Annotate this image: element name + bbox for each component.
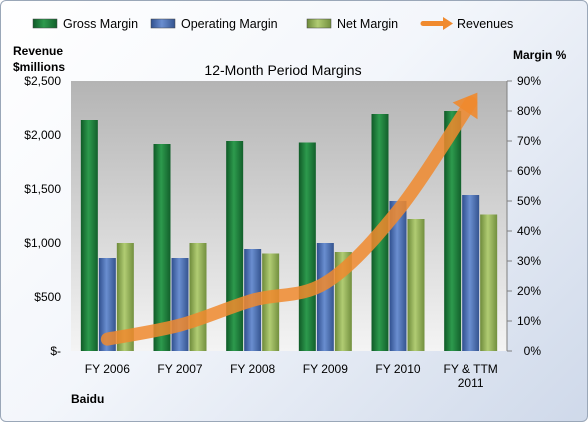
legend-swatch-net-margin	[306, 18, 332, 29]
plot-area	[71, 81, 507, 351]
revenue-arrow	[100, 92, 478, 346]
right-tick-label: 20%	[517, 284, 541, 298]
revenue-arrow-head	[452, 92, 478, 120]
bar-gross-margin	[226, 141, 244, 351]
right-tick-label: 0%	[524, 344, 542, 358]
category-label: FY & TTM	[444, 362, 498, 376]
bar-operating-margin	[98, 258, 116, 351]
category-label: FY 2009	[303, 362, 348, 376]
left-tick-label: $1,500	[24, 182, 61, 196]
left-axis-label-line2: $millions	[13, 60, 65, 74]
category-label: FY 2010	[375, 362, 420, 376]
bar-gross-margin	[298, 142, 316, 351]
legend: Gross Margin Operating Margin Net Margin Re…	[32, 17, 513, 31]
company-label: Baidu	[71, 392, 104, 406]
legend-swatch-revenues-head	[443, 17, 453, 30]
legend-label-gross-margin: Gross Margin	[63, 17, 138, 31]
category-label: FY 2006	[85, 362, 130, 376]
bar-net-margin	[407, 219, 425, 351]
right-tick-label: 50%	[517, 194, 541, 208]
bar-gross-margin	[444, 111, 462, 351]
category-label: FY 2007	[157, 362, 202, 376]
left-tick-label: $-	[50, 344, 61, 358]
right-tick-label: 80%	[517, 104, 541, 118]
right-tick-label: 30%	[517, 254, 541, 268]
chart-title: 12-Month Period Margins	[204, 62, 361, 78]
left-axis: $- $500 $1,000 $1,500 $2,000 $2,500	[24, 74, 61, 358]
bar-gross-margin	[153, 144, 171, 351]
left-tick-label: $2,500	[24, 74, 61, 88]
category-label: 2011	[458, 376, 484, 390]
left-tick-label: $500	[34, 290, 61, 304]
revenue-series-line	[100, 96, 478, 346]
legend-label-revenues: Revenues	[457, 17, 513, 31]
bar-operating-margin	[316, 243, 334, 351]
legend-swatch-operating-margin	[150, 18, 176, 29]
bar-operating-margin	[462, 195, 480, 351]
right-axis: 0% 10% 20% 30% 40% 50% 60% 70% 80% 90%	[506, 74, 542, 358]
right-tick-label: 60%	[517, 164, 541, 178]
bar-operating-margin	[389, 201, 407, 351]
left-tick-label: $2,000	[24, 128, 61, 142]
left-tick-label: $1,000	[24, 236, 61, 250]
bar-operating-margin	[171, 258, 189, 351]
right-tick-label: 90%	[517, 74, 541, 88]
right-tick-label: 70%	[517, 134, 541, 148]
left-axis-label-line1: Revenue	[13, 44, 63, 58]
legend-label-net-margin: Net Margin	[337, 17, 398, 31]
right-tick-label: 10%	[517, 314, 541, 328]
right-axis-label: Margin %	[513, 48, 567, 62]
bar-net-margin	[116, 243, 134, 351]
right-tick-label: 40%	[517, 224, 541, 238]
bar-net-margin	[189, 243, 207, 351]
category-labels: FY 2006 FY 2007 FY 2008 FY 2009 FY 2010 FY & …	[85, 362, 498, 390]
legend-label-operating-margin: Operating Margin	[181, 17, 278, 31]
legend-swatch-gross-margin	[32, 18, 58, 29]
bar-net-margin	[480, 214, 498, 351]
category-label: FY 2008	[230, 362, 275, 376]
bar-gross-margin	[80, 120, 98, 351]
bars	[80, 111, 498, 351]
